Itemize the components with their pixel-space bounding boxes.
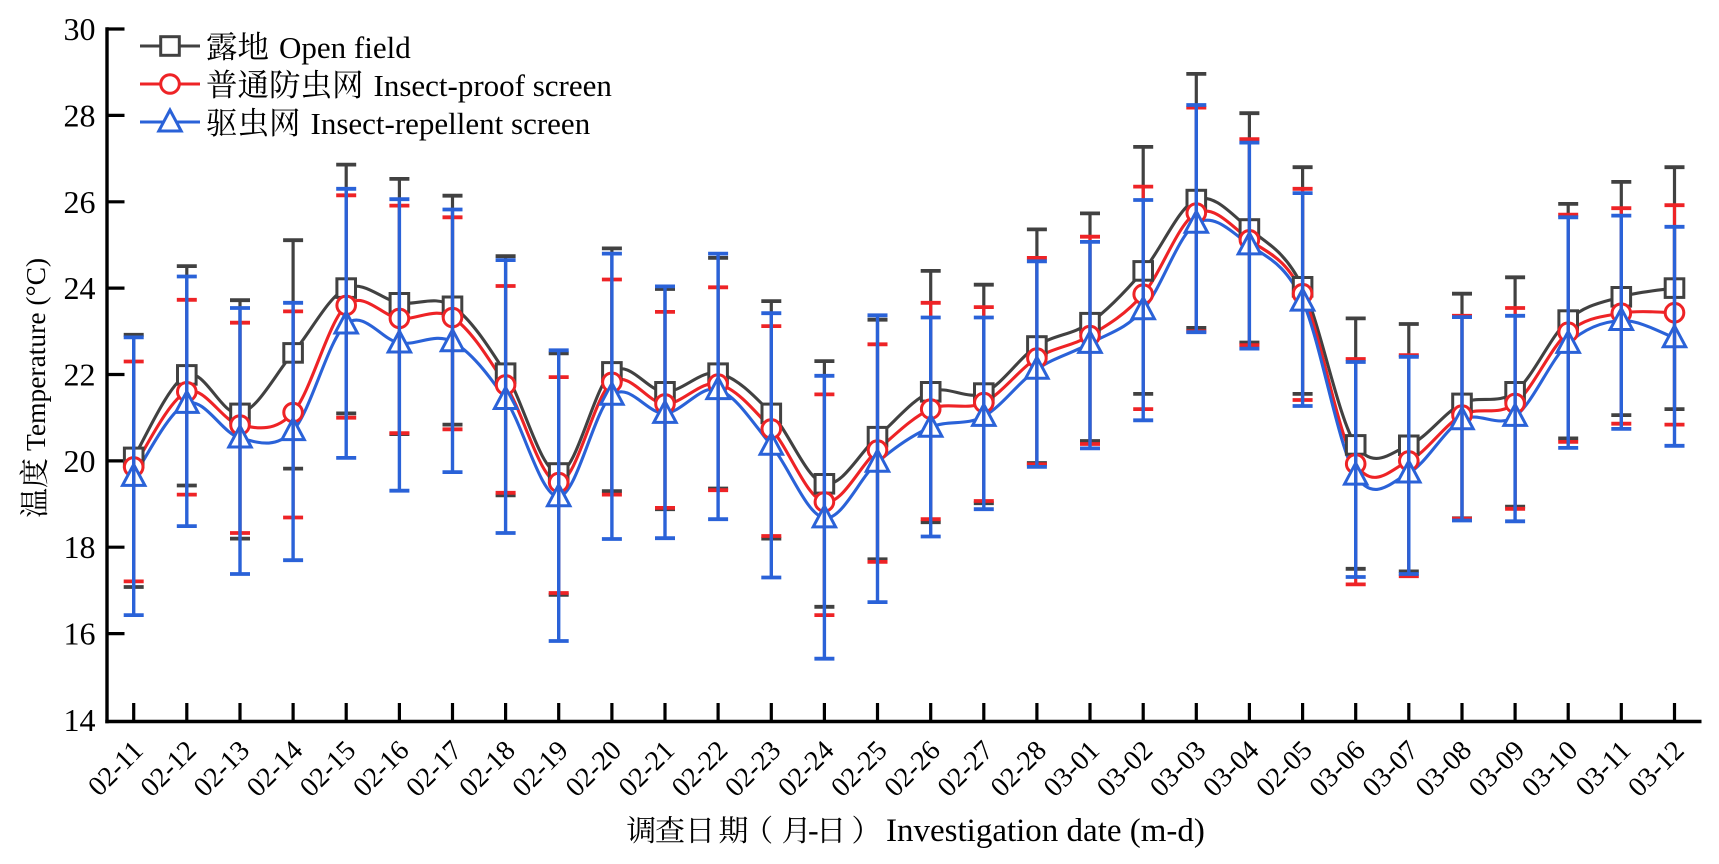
svg-text:30: 30 [64, 11, 96, 47]
svg-text:18: 18 [64, 529, 96, 565]
svg-text:28: 28 [64, 97, 96, 133]
svg-text:22: 22 [64, 357, 96, 393]
svg-text:26: 26 [64, 184, 96, 220]
svg-text:-: - [808, 812, 819, 848]
svg-text:24: 24 [64, 270, 96, 306]
svg-text:Temperature (°C): Temperature (°C) [20, 258, 51, 451]
svg-text:16: 16 [64, 616, 96, 652]
svg-text:Insect-repellent screen: Insect-repellent screen [311, 106, 591, 141]
svg-text:Open field: Open field [279, 30, 411, 65]
svg-text:20: 20 [64, 443, 96, 479]
svg-text:Investigation date (m-d): Investigation date (m-d) [886, 813, 1205, 849]
svg-text:14: 14 [64, 702, 96, 738]
svg-text:Insect-proof screen: Insect-proof screen [374, 68, 613, 103]
